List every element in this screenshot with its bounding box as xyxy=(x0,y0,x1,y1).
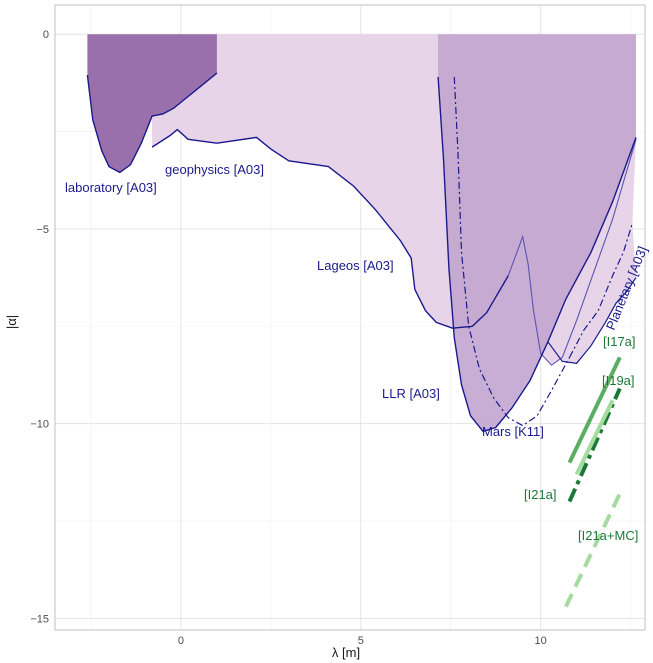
label-i21amc: [I21a+MC] xyxy=(578,528,638,543)
region-laboratory xyxy=(87,34,217,173)
x-axis-title: λ [m] xyxy=(332,645,360,660)
boundary-planetary xyxy=(547,277,637,364)
boundary-geophysics-lageos xyxy=(151,128,509,329)
y-tick-label: −15 xyxy=(30,613,49,625)
label-mars: Mars [K11] xyxy=(482,424,544,439)
boundary-laboratory xyxy=(86,72,218,174)
label-i19a: [I19a] xyxy=(602,373,635,388)
regions xyxy=(87,34,636,432)
label-lageos: Lageos [A03] xyxy=(317,258,394,273)
x-tick-label: 10 xyxy=(535,635,547,647)
region-llr xyxy=(438,34,636,432)
boundary-planetary-dashed xyxy=(568,222,633,358)
boundary-llr xyxy=(437,76,637,433)
x-tick-label: 0 xyxy=(178,635,184,647)
ticks: 0 5 10 0 −5 −10 −15 xyxy=(30,29,546,647)
bounds xyxy=(564,356,622,608)
boundary-lageos-tail xyxy=(507,139,637,366)
label-geophysics: geophysics [A03] xyxy=(165,162,264,177)
y-tick-label: −5 xyxy=(36,224,49,236)
y-tick-label: −10 xyxy=(30,419,49,431)
label-llr: LLR [A03] xyxy=(382,386,440,401)
label-i21a: [I21a] xyxy=(524,487,557,502)
bound-line xyxy=(567,387,622,503)
bound-line xyxy=(567,356,622,464)
panel-border xyxy=(54,4,646,631)
boundary-mars xyxy=(453,76,571,427)
x-tick-label: 5 xyxy=(358,635,364,647)
y-axis-title: |α| xyxy=(4,315,19,329)
label-i17a: [I17a] xyxy=(603,334,636,349)
boundaries xyxy=(86,72,637,433)
region-planetary xyxy=(529,137,636,381)
bound-line xyxy=(574,399,615,476)
label-laboratory: laboratory [A03] xyxy=(65,180,157,195)
y-tick-label: 0 xyxy=(43,29,49,41)
